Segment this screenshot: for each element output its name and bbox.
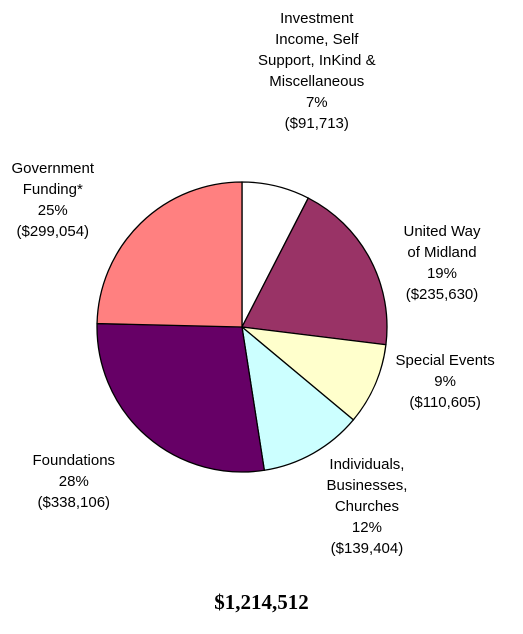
- slice-label-line: Foundations: [32, 452, 116, 469]
- pie-slice-5: [96, 181, 243, 328]
- slice-label-2: Special Events 9% ($110,605): [396, 350, 495, 413]
- slice-label-line: Churches: [334, 498, 400, 515]
- slice-percent-label: 9%: [434, 373, 456, 390]
- slice-label-line: Individuals,: [329, 456, 405, 473]
- slice-amount-label: ($299,054): [16, 223, 90, 240]
- slice-percent-label: 28%: [58, 473, 89, 490]
- slice-label-line: Income, Self: [275, 31, 359, 48]
- slice-amount-label: ($338,106): [37, 494, 111, 511]
- slice-label-line: Businesses,: [326, 477, 408, 494]
- slice-label-0: Investment Income, Self Support, InKind & M…: [258, 8, 376, 134]
- slice-label-5: Government Funding* 25% ($299,054): [12, 158, 95, 242]
- slice-label-line: Miscellaneous: [269, 73, 365, 90]
- slice-percent-label: 19%: [426, 265, 457, 282]
- slice-label-line: Government: [11, 160, 95, 177]
- slice-label-line: Investment: [280, 10, 354, 27]
- pie-slice-2: [239, 326, 387, 421]
- slice-amount-label: ($139,404): [330, 540, 404, 557]
- slice-label-line: United Way: [403, 223, 481, 240]
- slice-percent-label: 12%: [351, 519, 382, 536]
- slice-amount-label: ($91,713): [284, 115, 349, 132]
- pie-slice-1: [240, 197, 388, 346]
- total-amount: $1,214,512: [214, 590, 309, 614]
- slice-label-4: Foundations 28% ($338,106): [33, 450, 116, 513]
- slice-amount-label: ($235,630): [405, 286, 479, 303]
- pie-slice-3: [241, 325, 355, 472]
- slice-amount-label: ($110,605): [409, 394, 481, 411]
- pie-slice-4: [96, 322, 266, 473]
- slice-label-1: United Way of Midland 19% ($235,630): [404, 221, 481, 305]
- slice-label-line: Support, InKind &: [258, 52, 376, 69]
- slice-label-line: of Midland: [407, 244, 477, 261]
- slice-percent-label: 7%: [305, 94, 328, 111]
- slice-label-line: Special Events: [395, 352, 495, 369]
- slice-percent-label: 25%: [37, 202, 68, 219]
- slice-label-3: Individuals, Businesses, Churches 12% ($139,…: [327, 454, 408, 559]
- slice-label-line: Funding*: [22, 181, 83, 198]
